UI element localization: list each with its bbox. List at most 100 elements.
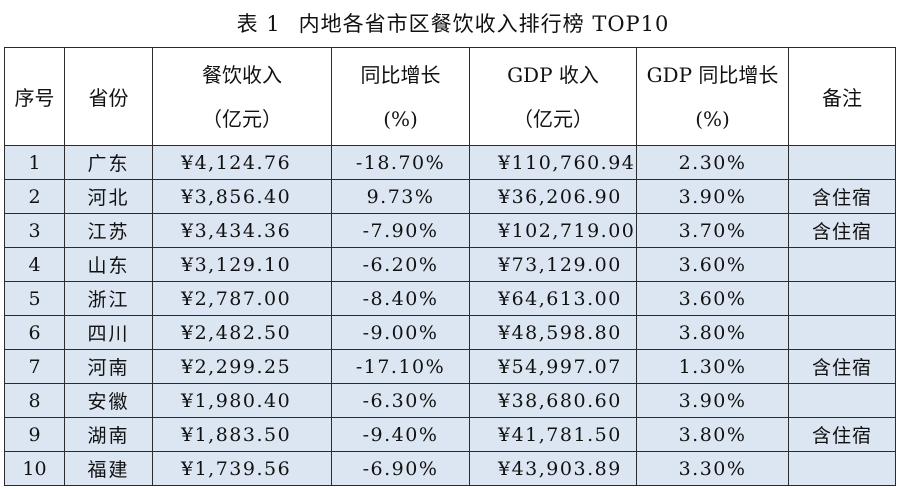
cell-gdp: ¥38,680.60 [469,383,637,418]
cell-revenue: ¥1,883.50 [152,417,332,452]
cell-revenue: ¥2,787.00 [152,281,332,316]
cell-yoy: -6.20% [331,247,470,282]
cell-province: 河南 [64,349,153,384]
cell-province: 广东 [64,145,153,180]
cell-yoy: -18.70% [331,145,470,180]
table-row: 7 河南 ¥2,299.25 -17.10% ¥54,997.07 1.30% … [4,349,896,384]
cell-revenue: ¥4,124.76 [152,145,332,180]
cell-rank: 9 [4,417,65,452]
header-yoy-unit: (%) [383,106,418,131]
cell-rank: 1 [4,145,65,180]
cell-revenue: ¥1,739.56 [152,451,332,486]
cell-revenue: ¥3,129.10 [152,247,332,282]
cell-gdp: ¥102,719.00 [469,213,637,248]
cell-yoy: -7.90% [331,213,470,248]
cell-gdp-yoy: 3.30% [636,451,789,486]
cell-province: 湖南 [64,417,153,452]
header-yoy: 同比增长 (%) [331,47,470,146]
cell-province: 河北 [64,179,153,214]
header-revenue-label: 餐饮收入 [202,62,282,87]
cell-yoy: -8.40% [331,281,470,316]
cell-note: 含住宿 [788,179,896,214]
cell-note [788,281,896,316]
table-row: 5 浙江 ¥2,787.00 -8.40% ¥64,613.00 3.60% [4,281,896,316]
header-gdp-yoy-label: GDP 同比增长 [646,62,779,87]
table-row: 4 山东 ¥3,129.10 -6.20% ¥73,129.00 3.60% [4,247,896,282]
cell-note [788,145,896,180]
cell-rank: 6 [4,315,65,350]
cell-revenue: ¥3,434.36 [152,213,332,248]
cell-gdp: ¥73,129.00 [469,247,637,282]
ranking-table: 序号 省份 餐饮收入 （亿元） 同比增长 (%) GDP 收入 （亿元） [4,47,896,486]
header-gdp-yoy-unit: (%) [695,106,730,131]
cell-yoy: -9.40% [331,417,470,452]
header-province: 省份 [64,47,153,146]
cell-gdp: ¥41,781.50 [469,417,637,452]
cell-yoy: -17.10% [331,349,470,384]
cell-rank: 8 [4,383,65,418]
table-number: 表 1 [236,12,281,36]
table-title: 表 1 内地各省市区餐饮收入排行榜 TOP10 [0,0,900,46]
cell-gdp-yoy: 3.60% [636,281,789,316]
table-row: 3 江苏 ¥3,434.36 -7.90% ¥102,719.00 3.70% … [4,213,896,248]
header-gdp-yoy: GDP 同比增长 (%) [636,47,789,146]
cell-gdp: ¥54,997.07 [469,349,637,384]
cell-note: 含住宿 [788,213,896,248]
cell-gdp: ¥43,903.89 [469,451,637,486]
header-gdp-unit: （亿元） [513,106,593,131]
table-row: 10 福建 ¥1,739.56 -6.90% ¥43,903.89 3.30% [4,451,896,486]
cell-yoy: -6.30% [331,383,470,418]
table-row: 1 广东 ¥4,124.76 -18.70% ¥110,760.94 2.30% [4,145,896,180]
header-note: 备注 [788,47,896,146]
cell-province: 山东 [64,247,153,282]
header-yoy-label: 同比增长 [360,62,441,87]
cell-rank: 10 [4,451,65,486]
cell-yoy: -6.90% [331,451,470,486]
cell-province: 江苏 [64,213,153,248]
cell-rank: 2 [4,179,65,214]
table-row: 8 安徽 ¥1,980.40 -6.30% ¥38,680.60 3.90% [4,383,896,418]
cell-revenue: ¥2,299.25 [152,349,332,384]
cell-gdp-yoy: 3.90% [636,383,789,418]
header-rank: 序号 [4,47,65,146]
cell-rank: 4 [4,247,65,282]
cell-gdp-yoy: 3.90% [636,179,789,214]
cell-note [788,383,896,418]
cell-province: 四川 [64,315,153,350]
cell-note: 含住宿 [788,417,896,452]
cell-province: 安徽 [64,383,153,418]
cell-gdp-yoy: 3.80% [636,315,789,350]
header-revenue: 餐饮收入 （亿元） [152,47,332,146]
cell-gdp-yoy: 3.80% [636,417,789,452]
cell-province: 浙江 [64,281,153,316]
cell-gdp: ¥36,206.90 [469,179,637,214]
cell-gdp-yoy: 3.60% [636,247,789,282]
cell-revenue: ¥3,856.40 [152,179,332,214]
cell-gdp-yoy: 3.70% [636,213,789,248]
table-title-text: 内地各省市区餐饮收入排行榜 TOP10 [298,12,670,36]
cell-province: 福建 [64,451,153,486]
cell-rank: 5 [4,281,65,316]
table-row: 9 湖南 ¥1,883.50 -9.40% ¥41,781.50 3.80% 含… [4,417,896,452]
table-row: 6 四川 ¥2,482.50 -9.00% ¥48,598.80 3.80% [4,315,896,350]
header-revenue-unit: （亿元） [202,106,282,131]
cell-revenue: ¥2,482.50 [152,315,332,350]
cell-yoy: -9.00% [331,315,470,350]
table-row: 2 河北 ¥3,856.40 9.73% ¥36,206.90 3.90% 含住… [4,179,896,214]
cell-gdp-yoy: 1.30% [636,349,789,384]
header-gdp: GDP 收入 （亿元） [469,47,637,146]
cell-note [788,247,896,282]
cell-note [788,451,896,486]
cell-rank: 3 [4,213,65,248]
cell-rank: 7 [4,349,65,384]
cell-gdp: ¥110,760.94 [469,145,637,180]
cell-gdp: ¥64,613.00 [469,281,637,316]
cell-gdp: ¥48,598.80 [469,315,637,350]
header-gdp-label: GDP 收入 [507,62,599,87]
cell-note [788,315,896,350]
cell-yoy: 9.73% [331,179,470,214]
cell-gdp-yoy: 2.30% [636,145,789,180]
header-row: 序号 省份 餐饮收入 （亿元） 同比增长 (%) GDP 收入 （亿元） [4,47,896,146]
cell-note: 含住宿 [788,349,896,384]
table-body: 1 广东 ¥4,124.76 -18.70% ¥110,760.94 2.30%… [4,145,896,486]
